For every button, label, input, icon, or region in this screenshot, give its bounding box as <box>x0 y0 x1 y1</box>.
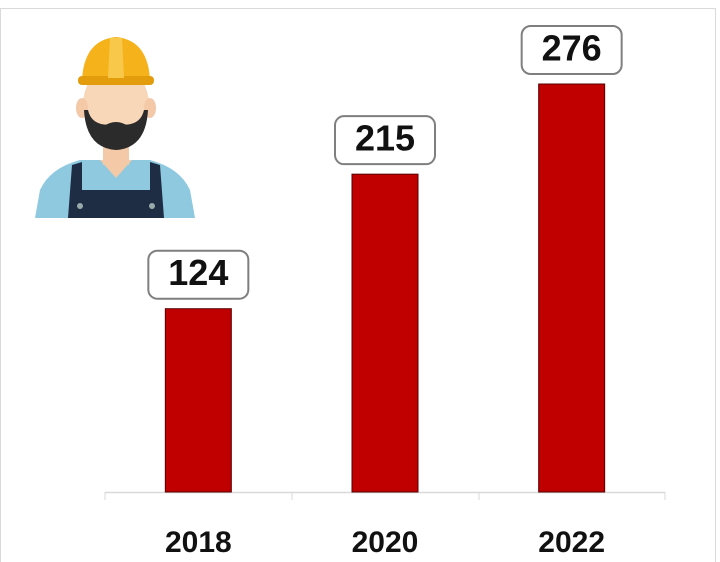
page: {"chart_data": {"type": "bar", "categori… <box>0 0 720 562</box>
value-label: 215 <box>355 118 415 159</box>
value-label: 276 <box>542 28 602 69</box>
value-label: 124 <box>168 252 228 293</box>
bar <box>539 84 605 492</box>
bar <box>165 309 231 492</box>
bar <box>352 174 418 492</box>
worker-icon <box>35 37 195 218</box>
x-tick-label: 2020 <box>352 526 419 559</box>
x-tick-label: 2022 <box>538 526 605 559</box>
x-axis <box>105 492 665 500</box>
chart: 2018 124 2020 215 2022 276 <box>0 0 720 562</box>
x-tick-label: 2018 <box>165 526 232 559</box>
